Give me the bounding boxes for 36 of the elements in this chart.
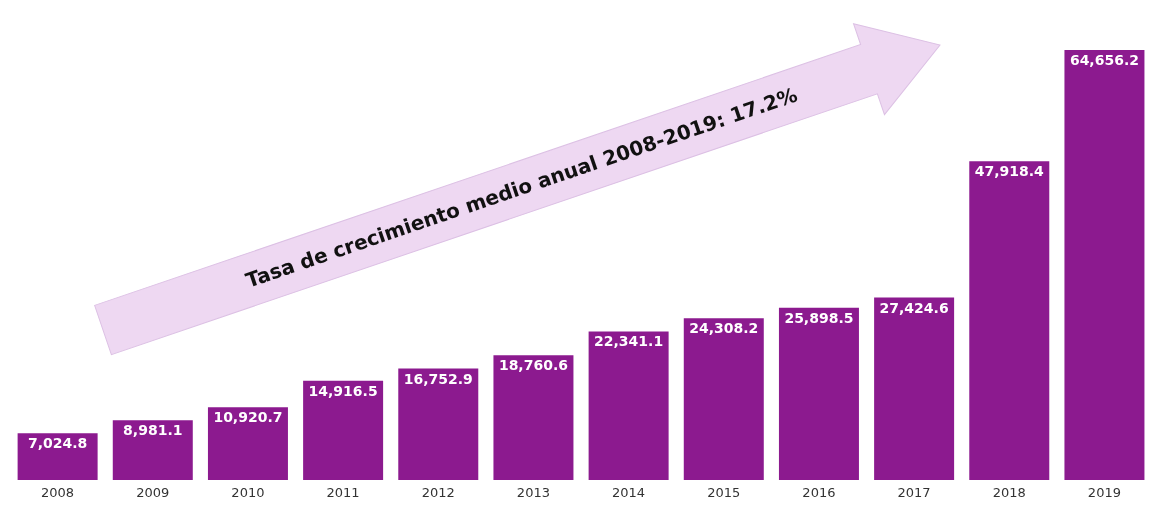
bar [207, 407, 288, 480]
x-tick-label: 2009 [136, 485, 170, 501]
bar [969, 161, 1050, 480]
data-label: 24,308.2 [689, 320, 759, 337]
data-label: 14,916.5 [308, 382, 378, 399]
x-tick-label: 2010 [231, 485, 265, 501]
data-label: 7,024.8 [27, 435, 88, 452]
x-tick-label: 2011 [326, 485, 360, 501]
data-label: 25,898.5 [784, 309, 854, 326]
data-label: 22,341.1 [594, 333, 664, 350]
data-label: 64,656.2 [1069, 51, 1139, 68]
bar [17, 433, 98, 480]
x-tick-label: 2008 [41, 485, 75, 501]
x-tick-label: 2012 [421, 485, 455, 501]
bar [1064, 50, 1145, 480]
x-tick-label: 2013 [516, 485, 550, 501]
x-tick-label: 2015 [707, 485, 741, 501]
bar [112, 420, 193, 480]
x-tick-label: 2017 [897, 485, 931, 501]
data-label: 18,760.6 [498, 357, 568, 374]
x-tick-label: 2018 [992, 485, 1026, 501]
x-tick-label: 2016 [802, 485, 836, 501]
bar [588, 331, 669, 480]
data-label: 47,918.4 [974, 163, 1045, 180]
bar [874, 297, 955, 480]
data-label: 8,981.1 [123, 422, 183, 439]
x-tick-label: 2014 [612, 485, 646, 501]
data-label: 27,424.6 [879, 299, 949, 316]
data-label: 10,920.7 [213, 409, 283, 426]
bar [778, 307, 859, 480]
bar [303, 380, 384, 480]
bar [493, 355, 574, 480]
x-tick-label: 2019 [1087, 485, 1121, 501]
bar [683, 318, 764, 480]
data-label: 16,752.9 [403, 370, 473, 387]
bar [398, 368, 479, 480]
